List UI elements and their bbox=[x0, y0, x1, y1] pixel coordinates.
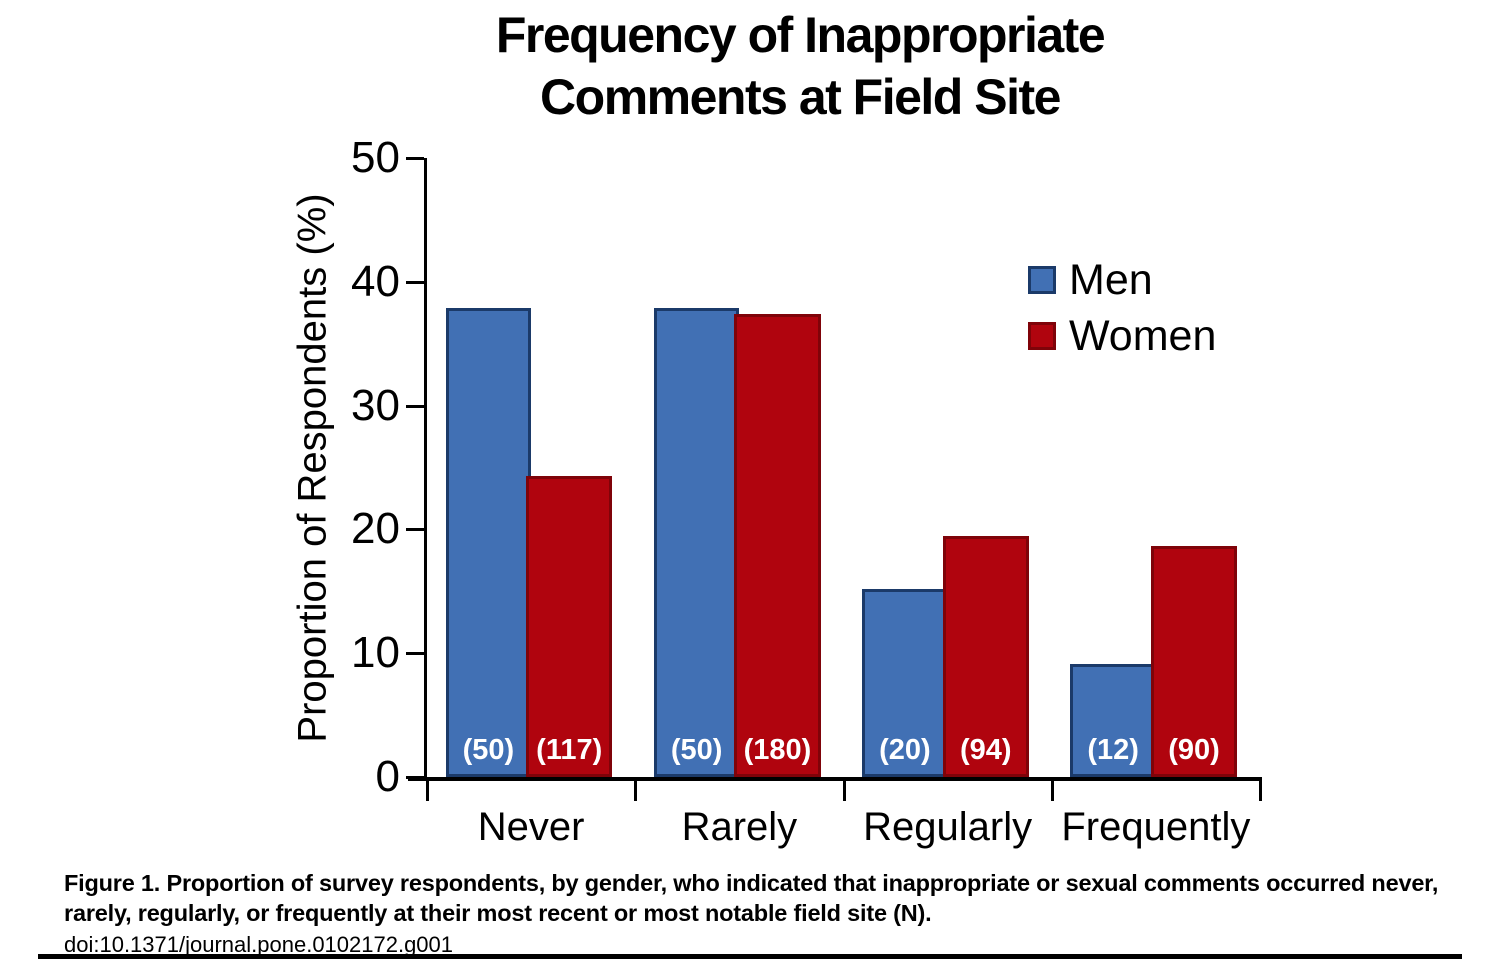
x-category-label: Regularly bbox=[863, 805, 1033, 849]
y-tick-label: 50 bbox=[351, 133, 400, 182]
x-category-label: Frequently bbox=[1061, 805, 1251, 849]
bar-group-never: (50) (117) Never bbox=[427, 158, 635, 849]
x-tick bbox=[634, 781, 638, 801]
chart-title-line2: Comments at Field Site bbox=[540, 69, 1061, 125]
bar-count-label: (20) bbox=[879, 734, 931, 766]
x-category-label: Rarely bbox=[681, 805, 798, 849]
bar-group-regularly: (20) (94) Regularly bbox=[844, 158, 1052, 849]
y-tick bbox=[406, 652, 424, 656]
y-tick-label: 0 bbox=[375, 752, 400, 801]
bar-group-frequently: (12) (90) Frequently bbox=[1052, 158, 1260, 849]
bar-count-label: (12) bbox=[1087, 734, 1139, 766]
y-axis-tick-labels: 0 10 20 30 40 50 bbox=[280, 133, 400, 801]
y-tick-label: 40 bbox=[351, 256, 400, 306]
plot-area: (50) (117) Never (50) (180) Rarely (20) (94) Reg… bbox=[406, 157, 1262, 849]
figure-caption: Figure 1. Proportion of survey responden… bbox=[64, 868, 1460, 959]
bar-men-regularly: (20) bbox=[862, 588, 948, 777]
y-tick bbox=[406, 404, 424, 408]
bar-count-label: (180) bbox=[743, 734, 812, 766]
caption-text-line2: rarely, regularly, or frequently at thei… bbox=[64, 900, 932, 926]
bar-women-regularly: (94) bbox=[942, 535, 1029, 777]
legend-swatch-icon bbox=[1028, 322, 1056, 350]
x-category-label: Never bbox=[477, 805, 585, 849]
chart-title: Frequency of Inappropriate Comments at F… bbox=[300, 4, 1300, 128]
bar-count-label: (94) bbox=[959, 734, 1012, 766]
y-tick bbox=[406, 528, 424, 532]
bar-men-frequently: (12) bbox=[1070, 664, 1156, 777]
caption-doi: doi:10.1371/journal.pone.0102172.g001 bbox=[64, 932, 454, 957]
y-tick bbox=[406, 280, 424, 284]
legend-item-men: Men bbox=[1028, 252, 1216, 308]
y-tick bbox=[406, 157, 424, 160]
legend-label: Women bbox=[1069, 311, 1217, 360]
y-tick-label: 10 bbox=[351, 628, 400, 678]
chart-title-line1: Frequency of Inappropriate bbox=[495, 7, 1106, 63]
x-tick bbox=[426, 781, 429, 801]
bar-men-rarely: (50) bbox=[653, 307, 740, 777]
x-tick bbox=[1259, 781, 1262, 801]
x-axis-line bbox=[408, 777, 1262, 781]
bar-group-rarely: (50) (180) Rarely bbox=[635, 158, 843, 849]
bar-count-label: (117) bbox=[536, 734, 603, 766]
bar-count-label: (90) bbox=[1168, 734, 1220, 766]
caption-text-line1: Figure 1. Proportion of survey responden… bbox=[64, 870, 1439, 896]
y-tick-label: 20 bbox=[351, 504, 400, 554]
bar-count-label: (50) bbox=[670, 734, 723, 766]
bar-men-never: (50) bbox=[445, 307, 532, 777]
y-axis-line bbox=[424, 158, 427, 781]
legend-swatch-icon bbox=[1028, 266, 1056, 294]
legend-label: Men bbox=[1069, 255, 1153, 304]
y-tick bbox=[406, 776, 424, 779]
legend-item-women: Women bbox=[1028, 308, 1216, 364]
bottom-divider bbox=[38, 954, 1462, 959]
bar-women-frequently: (90) bbox=[1150, 545, 1238, 777]
x-tick bbox=[842, 781, 846, 801]
bar-count-label: (50) bbox=[462, 734, 515, 766]
y-tick-label: 30 bbox=[351, 380, 400, 430]
x-tick bbox=[1050, 781, 1054, 801]
bar-women-rarely: (180) bbox=[734, 314, 821, 777]
legend: Men Women bbox=[1028, 252, 1216, 364]
bar-women-never: (117) bbox=[526, 476, 613, 777]
